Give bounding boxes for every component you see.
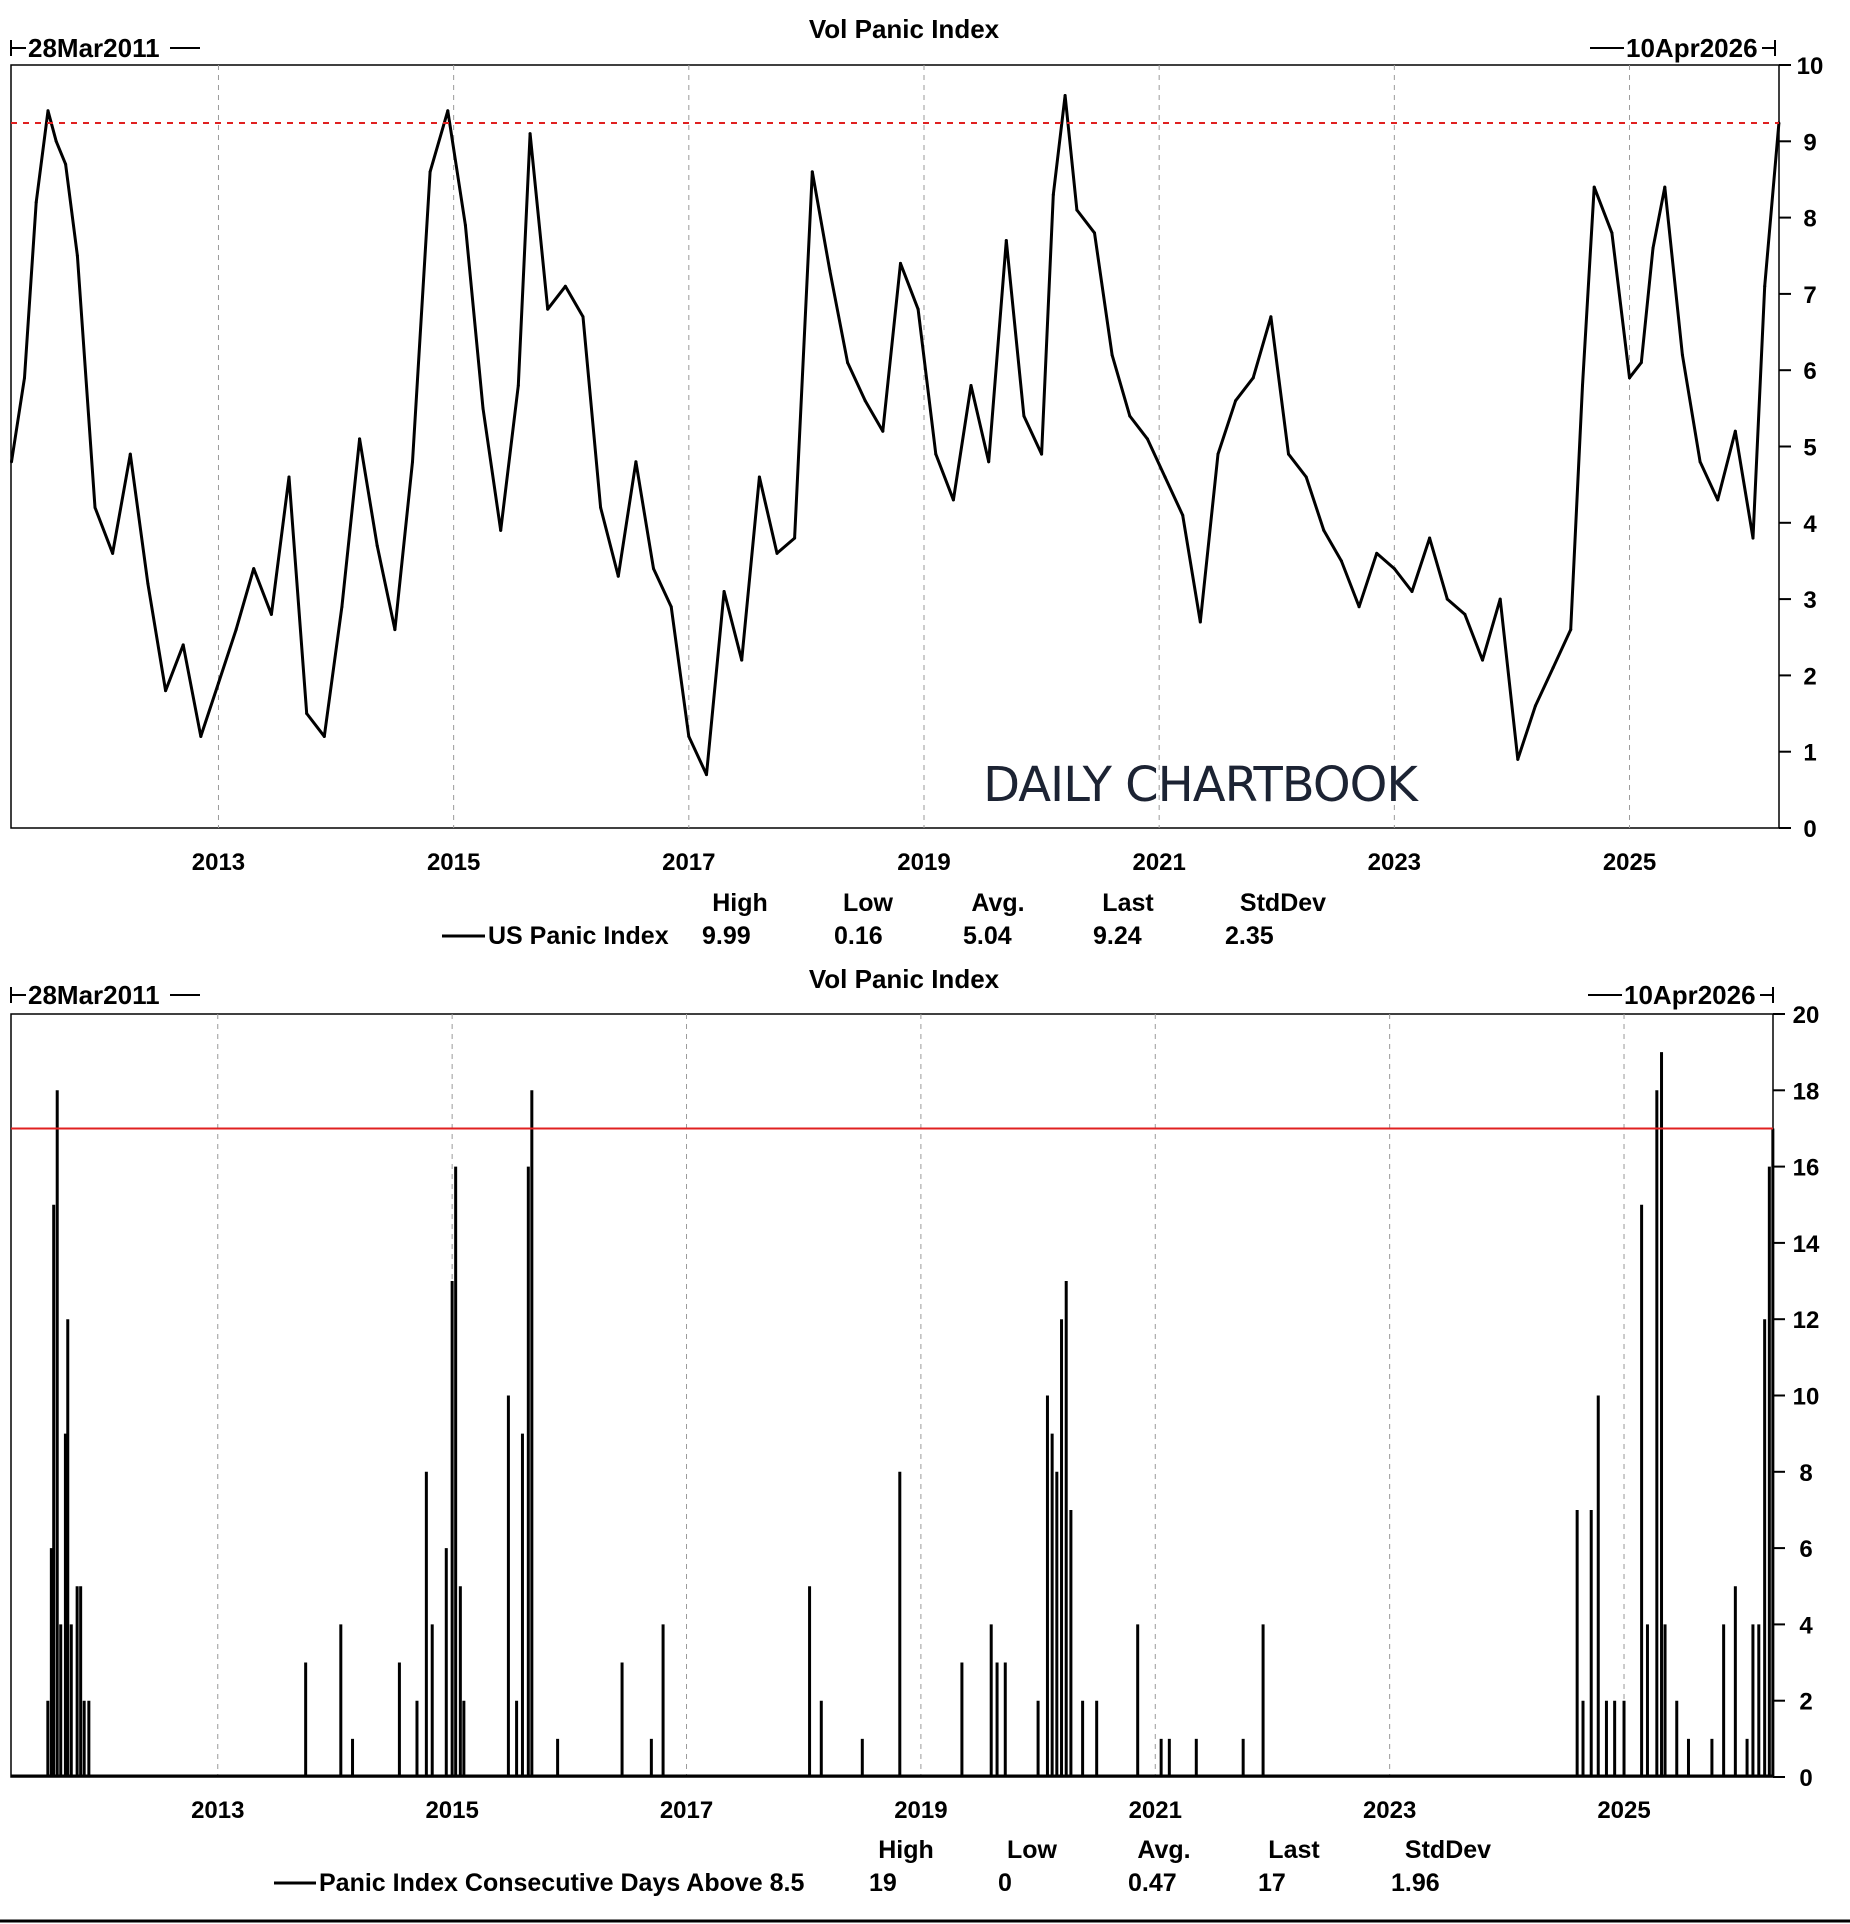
x-tick-label-2021: 2021 — [1129, 1797, 1182, 1824]
x-tick-label-2017: 2017 — [660, 1797, 713, 1824]
bottom-chart-panel: Vol Panic Index 28Mar2011 10Apr2026 0 2 4 6… — [10, 964, 1820, 1824]
y-tick-label-2: 2 — [1803, 663, 1816, 690]
top-stat-header-avg: Avg. — [971, 889, 1024, 917]
y-tick-label-20: 20 — [1793, 1002, 1820, 1029]
bottom-stat-header-stddev: StdDev — [1405, 1836, 1491, 1864]
x-tick-label-2015: 2015 — [427, 849, 480, 876]
bottom-series-name: Panic Index Consecutive Days Above 8.5 — [319, 1869, 804, 1897]
bottom-end-date-label: 10Apr2026 — [1624, 980, 1756, 1010]
y-tick-label-12: 12 — [1793, 1307, 1820, 1334]
top-stat-header-high: High — [712, 889, 768, 917]
top-stat-stddev: 2.35 — [1225, 922, 1274, 950]
y-tick-label-4: 4 — [1799, 1612, 1813, 1639]
x-tick-label-2025: 2025 — [1597, 1797, 1650, 1824]
bottom-stat-header-low: Low — [1007, 1836, 1058, 1864]
x-tick-label-2023: 2023 — [1363, 1797, 1416, 1824]
x-tick-label-2013: 2013 — [191, 1797, 244, 1824]
y-tick-label-4: 4 — [1803, 511, 1817, 538]
y-tick-label-0: 0 — [1803, 816, 1816, 843]
y-tick-label-8: 8 — [1799, 1460, 1812, 1487]
bottom-x-axis: 2013 2015 2017 2019 2021 2023 2025 — [191, 1797, 1651, 1824]
top-start-date-marker: 28Mar2011 — [10, 33, 200, 63]
x-tick-label-2015: 2015 — [425, 1797, 478, 1824]
bottom-stat-stddev: 1.96 — [1391, 1869, 1440, 1897]
bottom-y-axis: 0 2 4 6 8 10 12 14 16 18 20 — [1773, 1002, 1820, 1792]
y-tick-label-6: 6 — [1799, 1536, 1812, 1563]
y-tick-label-16: 16 — [1793, 1155, 1820, 1182]
x-tick-label-2021: 2021 — [1132, 849, 1185, 876]
top-stat-avg: 5.04 — [963, 922, 1012, 950]
x-tick-label-2017: 2017 — [662, 849, 715, 876]
top-stat-high: 9.99 — [702, 922, 751, 950]
top-chart-title: Vol Panic Index — [809, 14, 1000, 44]
y-tick-label-5: 5 — [1803, 435, 1816, 462]
bottom-stat-high: 19 — [869, 1869, 897, 1897]
series-line — [10, 94, 1781, 777]
top-end-date-label: 10Apr2026 — [1626, 33, 1758, 63]
bottom-end-date-marker: 10Apr2026 — [1588, 980, 1774, 1010]
bottom-series — [11, 1052, 1775, 1778]
bottom-stat-avg: 0.47 — [1128, 1869, 1177, 1897]
top-statistics-table: High Low Avg. Last StdDev US Panic Index… — [442, 889, 1326, 950]
top-series-name: US Panic Index — [488, 922, 669, 950]
bottom-chart-title: Vol Panic Index — [809, 964, 1000, 994]
y-tick-label-6: 6 — [1803, 358, 1816, 385]
y-tick-label-7: 7 — [1803, 282, 1816, 309]
top-start-date-label: 28Mar2011 — [28, 33, 160, 63]
y-tick-label-10: 10 — [1793, 1384, 1820, 1411]
bottom-stat-last: 17 — [1258, 1869, 1286, 1897]
y-tick-label-1: 1 — [1803, 740, 1816, 767]
bottom-start-date-marker: 28Mar2011 — [10, 980, 200, 1010]
top-chart-panel: Vol Panic Index 28Mar2011 10Apr2026 0 1 2 3… — [10, 14, 1823, 876]
y-tick-label-3: 3 — [1803, 587, 1816, 614]
top-stat-header-last: Last — [1102, 889, 1154, 917]
x-tick-label-2019: 2019 — [894, 1797, 947, 1824]
y-tick-label-9: 9 — [1803, 129, 1816, 156]
top-stat-low: 0.16 — [834, 922, 883, 950]
brand-watermark: DAILY CHARTBOOK — [983, 757, 1419, 813]
top-series — [10, 94, 1781, 777]
top-end-date-marker: 10Apr2026 — [1590, 33, 1776, 63]
bottom-stat-low: 0 — [998, 1869, 1012, 1897]
x-tick-label-2013: 2013 — [192, 849, 245, 876]
x-tick-label-2023: 2023 — [1368, 849, 1421, 876]
y-tick-label-14: 14 — [1793, 1231, 1820, 1258]
top-y-axis: 0 1 2 3 4 5 6 7 8 9 10 — [1779, 53, 1823, 843]
bottom-stat-header-avg: Avg. — [1137, 1836, 1190, 1864]
y-tick-label-2: 2 — [1799, 1689, 1812, 1716]
y-tick-label-8: 8 — [1803, 206, 1816, 233]
bottom-statistics-table: High Low Avg. Last StdDev Panic Index Co… — [274, 1836, 1491, 1897]
bottom-stat-header-last: Last — [1268, 1836, 1320, 1864]
y-tick-label-18: 18 — [1793, 1078, 1820, 1105]
top-stat-header-low: Low — [843, 889, 894, 917]
bottom-stat-header-high: High — [878, 1836, 934, 1864]
y-tick-label-10: 10 — [1797, 53, 1824, 80]
x-tick-label-2025: 2025 — [1603, 849, 1656, 876]
top-stat-header-stddev: StdDev — [1240, 889, 1326, 917]
top-x-axis: 2013 2015 2017 2019 2021 2023 2025 — [192, 849, 1656, 876]
top-stat-last: 9.24 — [1093, 922, 1142, 950]
x-tick-label-2019: 2019 — [897, 849, 950, 876]
bottom-start-date-label: 28Mar2011 — [28, 980, 160, 1010]
top-grid — [217, 65, 1631, 828]
y-tick-label-0: 0 — [1799, 1765, 1812, 1792]
